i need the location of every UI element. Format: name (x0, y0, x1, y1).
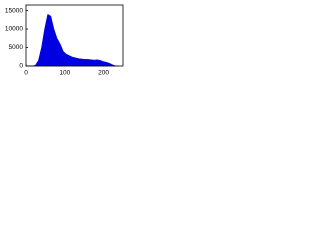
y-tick-label: 10000 (5, 26, 23, 33)
x-tick-label: 200 (98, 70, 109, 77)
chart: 0 5000 10000 15000 0 100 200 (5, 4, 124, 77)
x-tick-label: 100 (59, 70, 70, 77)
y-tick-label: 5000 (9, 44, 24, 51)
y-tick-label: 15000 (5, 7, 23, 14)
y-tick-label: 0 (19, 63, 23, 70)
page: {"chart_data": {"type": "area", "color":… (0, 0, 128, 82)
histogram-area (26, 13, 120, 67)
x-tick-label: 0 (24, 70, 28, 77)
plot-frame (25, 4, 124, 67)
